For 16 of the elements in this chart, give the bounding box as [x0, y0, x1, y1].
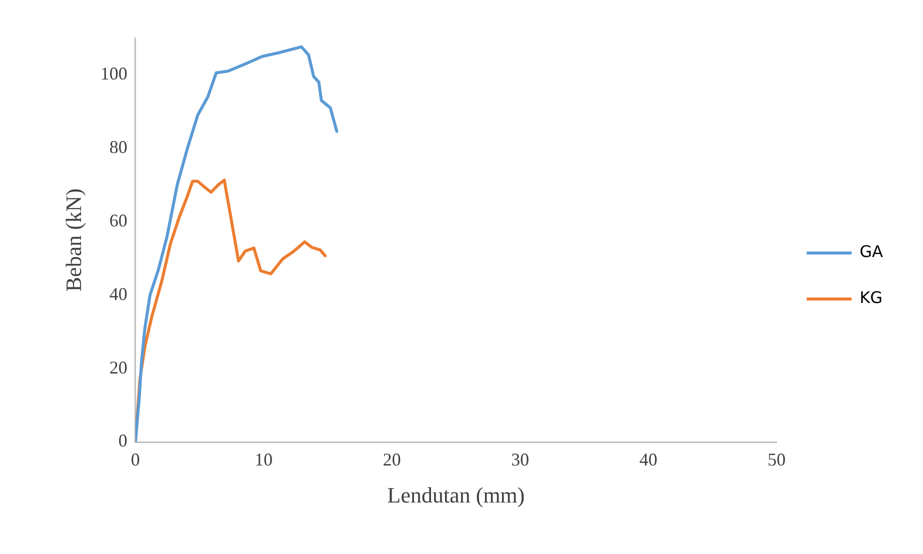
x-axis-title: Lendutan (mm): [387, 482, 525, 508]
y-axis-title: Beban (kN): [60, 188, 86, 292]
x-tick-label: 20: [382, 450, 401, 470]
legend-label: KG: [860, 288, 883, 308]
y-tick-label: 40: [109, 284, 128, 304]
legend-label: GA: [860, 242, 884, 262]
x-tick-label: 0: [130, 450, 140, 470]
y-tick-label: 20: [109, 357, 128, 378]
x-tick-label: 50: [768, 450, 786, 470]
y-tick-label: 100: [100, 63, 128, 84]
y-tick-label: 80: [109, 136, 128, 157]
x-tick-label: 10: [254, 450, 273, 470]
x-tick-label: 30: [511, 450, 530, 470]
x-tick-label: 40: [639, 450, 658, 470]
y-tick-label: 60: [109, 210, 128, 230]
y-tick-label: 0: [118, 430, 128, 451]
